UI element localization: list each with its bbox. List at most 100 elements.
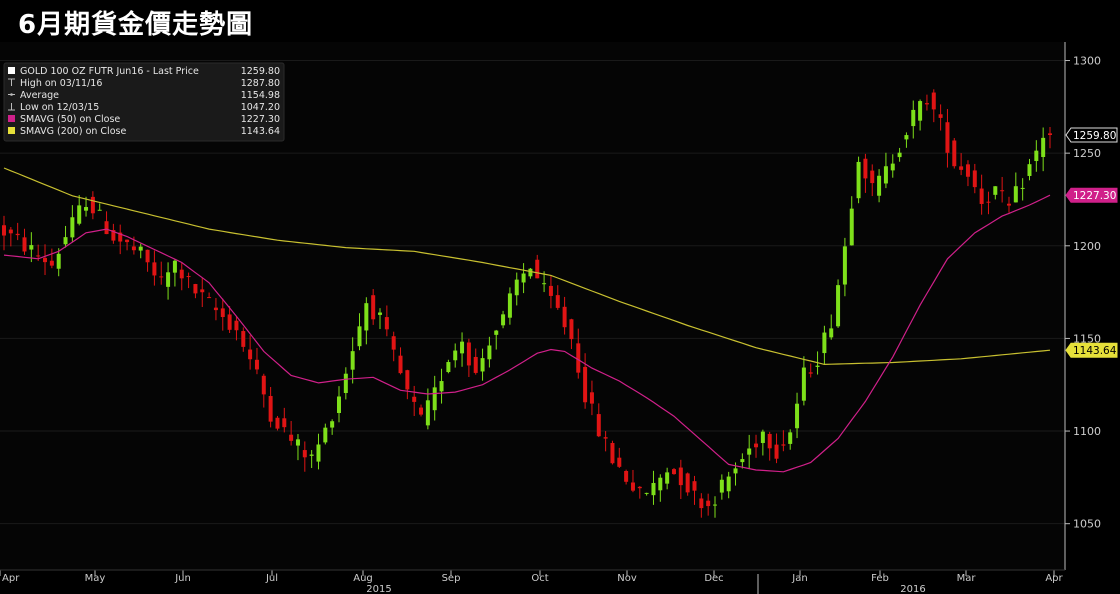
candle-body	[801, 367, 806, 401]
candle-body	[747, 448, 752, 455]
year-label: 2015	[366, 584, 391, 594]
candle-body	[555, 295, 560, 308]
value-tag-label: 1259.80	[1073, 130, 1116, 142]
candle-body	[446, 362, 451, 373]
candle-body	[323, 427, 328, 443]
candle-body	[596, 414, 601, 437]
candle-body	[665, 472, 670, 484]
candle-body	[1020, 187, 1025, 189]
candle-body	[1041, 137, 1046, 157]
candle-body	[22, 237, 27, 252]
candle-body	[501, 314, 506, 326]
candle-body	[890, 163, 895, 171]
candle-body	[289, 434, 294, 441]
candle-body	[589, 392, 594, 404]
candle-body	[357, 326, 362, 347]
legend-label: SMAVG (50) on Close	[20, 114, 120, 125]
candle-body	[405, 370, 410, 390]
candle-body	[877, 175, 882, 196]
candle-body	[651, 482, 656, 496]
candle-body	[781, 444, 786, 446]
candle-body	[699, 498, 704, 509]
candle-body	[528, 268, 533, 277]
x-tick-label: Sep	[442, 573, 461, 584]
candle-body	[583, 366, 588, 403]
candle-body	[131, 246, 136, 251]
x-tick-label: Jul	[265, 573, 278, 584]
candle-body	[111, 230, 116, 241]
candle-body	[931, 92, 936, 110]
candle-body	[378, 312, 383, 315]
candle-body	[569, 319, 574, 340]
candle-body	[419, 407, 424, 415]
candle-body	[849, 208, 854, 246]
candle-body	[548, 285, 553, 296]
candle-body	[36, 255, 41, 257]
x-tick-label: Apr	[2, 573, 20, 584]
y-tick-label: 1150	[1073, 332, 1101, 345]
candle-body	[644, 492, 649, 494]
candle-body	[774, 444, 779, 459]
candle-body	[295, 439, 300, 446]
candle-body	[671, 469, 676, 475]
candle-body	[924, 103, 929, 105]
candle-body	[760, 431, 765, 444]
candle-body	[952, 140, 957, 167]
candle-body	[514, 279, 519, 296]
candle-body	[118, 232, 123, 242]
candle-body	[808, 372, 813, 374]
value-tag-label: 1227.30	[1073, 190, 1116, 202]
legend-label: Low on 12/03/15	[20, 102, 99, 113]
candle-body	[2, 225, 6, 236]
candle-body	[603, 437, 608, 439]
candle-body	[227, 314, 232, 330]
candle-body	[29, 245, 34, 250]
candle-body	[692, 481, 697, 491]
candle-body	[487, 345, 492, 360]
candle-body	[398, 355, 403, 374]
legend-marker-average-dot	[10, 93, 13, 96]
candle-body	[959, 166, 964, 170]
candle-body	[719, 479, 724, 493]
value-tag-sma50	[1065, 187, 1118, 203]
candle-body	[207, 297, 212, 299]
candle-body	[972, 170, 977, 188]
candle-body	[740, 459, 745, 463]
candle-body	[439, 381, 444, 392]
candle-body	[473, 356, 478, 373]
candle-body	[453, 350, 458, 361]
candle-body	[706, 500, 711, 507]
candle-body	[56, 253, 61, 269]
title-banner: 6月期貨金價走勢圖	[0, 0, 1120, 42]
candle-body	[391, 336, 396, 350]
candle-body	[200, 289, 205, 293]
sma50-line	[3, 194, 1051, 473]
candle-body	[1006, 203, 1011, 206]
candle-body	[350, 351, 355, 370]
candle-body	[788, 432, 793, 444]
candle-body	[815, 365, 820, 367]
candle-body	[870, 170, 875, 184]
legend-value: 1143.64	[241, 126, 280, 137]
candle-body	[90, 196, 95, 214]
candle-body	[521, 273, 526, 283]
legend-marker-low	[8, 103, 15, 111]
candle-body	[15, 233, 20, 236]
x-tick-label: Mar	[957, 573, 977, 584]
candle-body	[911, 109, 916, 127]
candle-body	[213, 307, 218, 311]
candle-body	[254, 359, 259, 370]
x-tick-label: May	[85, 573, 106, 584]
y-tick-label: 1100	[1073, 425, 1101, 438]
candle-body	[863, 158, 868, 179]
x-tick-label: Apr	[1045, 573, 1063, 584]
candle-body	[535, 259, 540, 279]
candle-body	[166, 272, 171, 287]
candle-body	[494, 330, 499, 335]
value-tag-last-price	[1065, 127, 1118, 143]
candle-body	[507, 293, 512, 318]
legend-value: 1227.30	[241, 114, 280, 125]
candle-body	[172, 260, 177, 273]
legend-box	[3, 62, 285, 142]
value-tag-label: 1143.64	[1073, 345, 1117, 357]
